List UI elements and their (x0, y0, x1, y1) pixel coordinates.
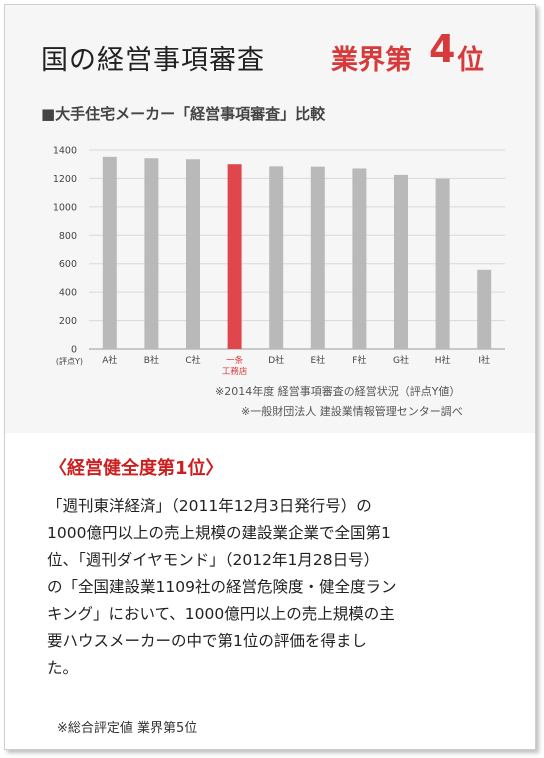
chart-bar (394, 174, 408, 349)
chart-bar (269, 166, 284, 349)
chart-note-source: ※2014年度 経営事項審査の経営状況（評点Y値） (215, 385, 461, 398)
body-line: 「週刊東洋経済」（2011年12月3日発行号）の (47, 497, 372, 515)
x-tick-label: E社 (310, 354, 325, 366)
x-tick-label: C社 (185, 354, 200, 366)
chart-bar (186, 159, 200, 349)
y-tick-label: 200 (59, 316, 77, 327)
bar-chart: 0 200 400 600 800 1000 1200 1400 (評点Y) A社 B社 C社 一条工務… (53, 146, 505, 377)
y-tick-label: 0 (71, 345, 77, 356)
y-axis-label: (評点Y) (56, 356, 83, 366)
body-line: キング」において、1000億円以上の売上規模の主 (47, 605, 395, 623)
chart-bar (227, 164, 242, 349)
rank-label: 業界第 (331, 45, 412, 76)
body-line: 位、「週刊ダイヤモンド」（2012年1月28日号） (47, 551, 380, 569)
x-tick-label: G社 (393, 354, 409, 366)
y-tick-label: 800 (59, 231, 77, 242)
x-tick-label: D社 (268, 354, 284, 366)
rank-suffix: 位 (457, 45, 484, 76)
chart-bar (144, 158, 159, 349)
body-line: 要ハウスメーカーの中で第1位の評価を得まし (47, 632, 367, 650)
chart-graphic: 国の経営事項審査 業界第 4 位 ■大手住宅メーカー「経営事項審査」比較 0 20… (5, 5, 535, 433)
x-tick-label: 工務店 (222, 366, 248, 377)
rank-heading: 〈経営健全度第1位〉 (49, 458, 224, 479)
x-tick-label: A社 (102, 354, 117, 366)
content-card: 国の経営事項審査 業界第 4 位 ■大手住宅メーカー「経営事項審査」比較 0 20… (4, 4, 536, 750)
x-tick-label: B社 (144, 354, 159, 366)
body-line: た。 (47, 659, 79, 677)
y-tick-label: 1000 (53, 202, 77, 213)
y-tick-label: 600 (59, 259, 77, 270)
y-tick-label: 400 (59, 288, 77, 299)
rank-number: 4 (429, 27, 456, 71)
chart-bar (102, 156, 117, 349)
y-tick-label: 1400 (53, 146, 77, 157)
chart-note-survey: ※一般財団法人 建設業情報管理センター調べ (241, 405, 463, 418)
chart-bar (310, 166, 325, 349)
x-tick-label: H社 (435, 354, 451, 366)
chart-heading: ■大手住宅メーカー「経営事項審査」比較 (41, 105, 326, 123)
footnote: ※総合評定値 業界第5位 (57, 721, 198, 736)
chart-bar (352, 168, 367, 349)
page-title: 国の経営事項審査 (41, 45, 265, 76)
chart-bar (435, 178, 450, 349)
body-paragraph: 「週刊東洋経済」（2011年12月3日発行号）の 1000億円以上の売上規模の建… (47, 493, 517, 682)
body-line: の「全国建設業1109社の経営危険度・健全度ラン (47, 578, 397, 596)
x-tick-label: I社 (478, 354, 490, 366)
x-tick-label: F社 (352, 354, 366, 366)
body-line: 1000億円以上の売上規模の建設業企業で全国第1 (47, 524, 391, 542)
y-tick-label: 1200 (53, 174, 77, 185)
chart-bar (477, 269, 492, 349)
x-tick-label: 一条 (226, 355, 244, 366)
